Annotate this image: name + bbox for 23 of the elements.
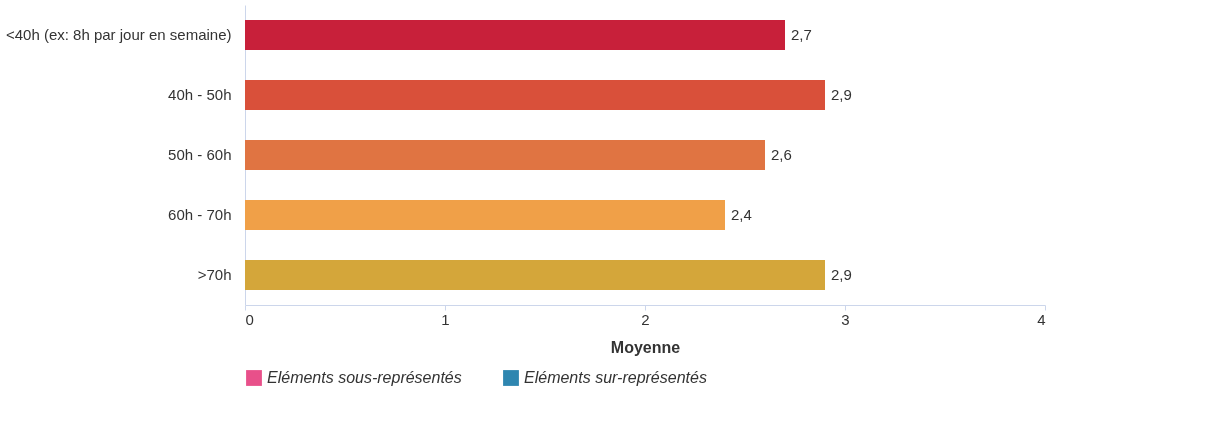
y-tick-label: 50h - 60h	[168, 146, 232, 163]
bar	[245, 80, 825, 110]
data-label: 2,4	[731, 206, 752, 223]
y-tick-label: <40h (ex: 8h par jour en semaine)	[5, 26, 232, 43]
y-tick-label: 60h - 70h	[168, 206, 232, 223]
bar	[245, 260, 825, 290]
x-tick-label: 3	[841, 310, 850, 328]
x-tick-label: 0	[245, 310, 254, 328]
legend-label: Eléments sur-représentés	[524, 369, 707, 386]
legend-label: Eléments sous-représentés	[267, 369, 462, 386]
bar	[245, 140, 765, 170]
x-tick-label: 4	[1037, 310, 1046, 328]
data-label: 2,9	[831, 86, 852, 103]
y-tick-label: >70h	[197, 266, 232, 283]
bar	[245, 20, 785, 50]
data-label: 2,7	[791, 26, 812, 43]
x-tick-label: 1	[441, 310, 450, 328]
y-tick-label: 40h - 50h	[168, 86, 232, 103]
bar	[245, 200, 725, 230]
data-label: 2,9	[831, 266, 852, 283]
x-tick-label: 2	[641, 310, 650, 328]
data-label: 2,6	[771, 146, 792, 163]
x-axis-title: Moyenne	[610, 338, 681, 356]
